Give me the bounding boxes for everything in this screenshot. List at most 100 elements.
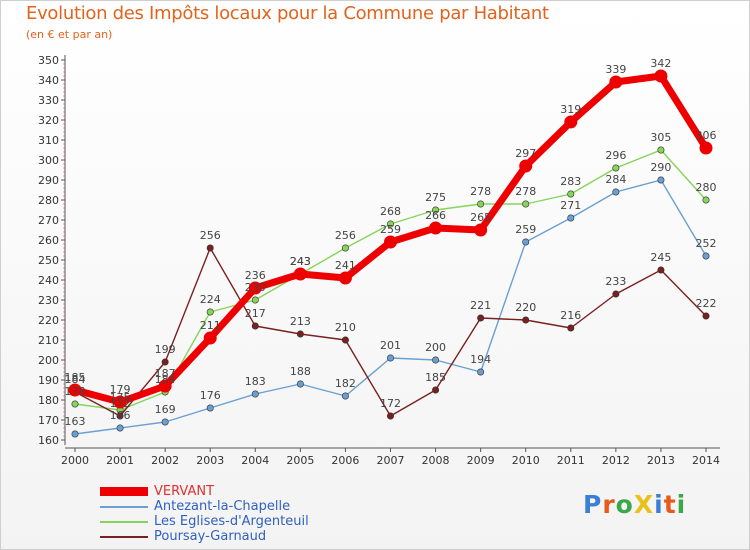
x-tick-label: 2005 [286, 454, 314, 467]
data-label: 217 [245, 307, 266, 320]
data-label: 216 [560, 309, 581, 322]
data-point [161, 358, 169, 366]
data-label: 283 [560, 175, 581, 188]
data-point [341, 336, 349, 344]
data-label: 278 [515, 185, 536, 198]
data-point [702, 196, 710, 204]
y-tick-label: 160 [38, 434, 59, 447]
y-tick-label: 230 [38, 294, 59, 307]
data-point [248, 281, 262, 295]
data-label: 166 [110, 409, 131, 422]
data-point [251, 390, 259, 398]
data-label: 222 [696, 297, 717, 310]
legend-label: VERVANT [154, 483, 215, 499]
data-label: 163 [65, 415, 86, 428]
data-label: 243 [290, 255, 311, 268]
data-point [386, 354, 394, 362]
data-point [522, 316, 530, 324]
data-point [296, 380, 304, 388]
legend-swatch [100, 520, 148, 523]
series-line [74, 179, 707, 435]
data-point [206, 244, 214, 252]
data-label: 297 [515, 147, 536, 160]
data-label: 179 [110, 383, 131, 396]
data-label: 220 [515, 301, 536, 314]
y-tick-label: 210 [38, 334, 59, 347]
x-tick-label: 2012 [602, 454, 630, 467]
data-point [522, 238, 530, 246]
data-label: 271 [560, 199, 581, 212]
x-tick-label: 2006 [331, 454, 359, 467]
data-label: 280 [696, 181, 717, 194]
data-point [474, 223, 488, 237]
y-tick-label: 180 [38, 394, 59, 407]
data-label: 224 [200, 293, 221, 306]
data-point [341, 244, 349, 252]
data-point [477, 314, 485, 322]
y-tick-label: 240 [38, 274, 59, 287]
y-tick-label: 340 [38, 74, 59, 87]
y-tick-label: 300 [38, 154, 59, 167]
data-point [71, 430, 79, 438]
data-label: 256 [335, 229, 356, 242]
data-point [206, 404, 214, 412]
data-label: 245 [650, 251, 671, 264]
data-point [612, 290, 620, 298]
data-label: 172 [110, 397, 131, 410]
data-point [71, 400, 79, 408]
y-tick-label: 320 [38, 114, 59, 127]
data-label: 265 [470, 211, 491, 224]
data-label: 233 [605, 275, 626, 288]
data-point [612, 164, 620, 172]
data-label: 200 [425, 341, 446, 354]
y-tick-label: 170 [38, 414, 59, 427]
data-label: 305 [650, 131, 671, 144]
data-label: 178 [65, 385, 86, 398]
y-tick-label: 190 [38, 374, 59, 387]
data-point [161, 418, 169, 426]
data-label: 184 [155, 373, 176, 386]
x-tick-label: 2004 [241, 454, 269, 467]
data-label: 185 [425, 371, 446, 384]
data-point [567, 324, 575, 332]
data-point [206, 308, 214, 316]
data-label: 211 [200, 319, 221, 332]
data-point [699, 141, 713, 155]
data-label: 199 [155, 343, 176, 356]
axes: 160 170 180 190 200 210 220 230 240 250 260 270 280 2… [38, 54, 720, 467]
data-point [657, 146, 665, 154]
data-label: 339 [605, 63, 626, 76]
data-point [386, 412, 394, 420]
data-label: 256 [200, 229, 221, 242]
series-layer [68, 69, 713, 438]
data-label: 201 [380, 339, 401, 352]
x-tick-label: 2002 [151, 454, 179, 467]
series-poursay-garnaud [71, 244, 710, 420]
data-point [116, 424, 124, 432]
data-point [567, 214, 575, 222]
legend-item-poursay-garnaud: Poursay-Garnaud [100, 529, 309, 544]
y-tick-label: 270 [38, 214, 59, 227]
y-tick-label: 280 [38, 194, 59, 207]
data-label: 194 [470, 353, 491, 366]
data-label: 182 [335, 377, 356, 390]
legend-item-vervant: VERVANT [100, 484, 309, 499]
y-tick-label: 220 [38, 314, 59, 327]
data-label: 188 [290, 365, 311, 378]
data-point [519, 159, 533, 173]
data-label: 259 [515, 223, 536, 236]
data-label: 278 [470, 185, 491, 198]
legend-swatch [100, 505, 148, 508]
data-label: 221 [470, 299, 491, 312]
x-tick-label: 2011 [557, 454, 585, 467]
data-point [477, 200, 485, 208]
data-point [702, 252, 710, 260]
data-point [386, 220, 394, 228]
data-label: 241 [335, 259, 356, 272]
data-label: 259 [380, 223, 401, 236]
data-label: 243 [290, 255, 311, 268]
data-point [203, 331, 217, 345]
series-vervant [68, 69, 713, 409]
x-tick-label: 2001 [106, 454, 134, 467]
